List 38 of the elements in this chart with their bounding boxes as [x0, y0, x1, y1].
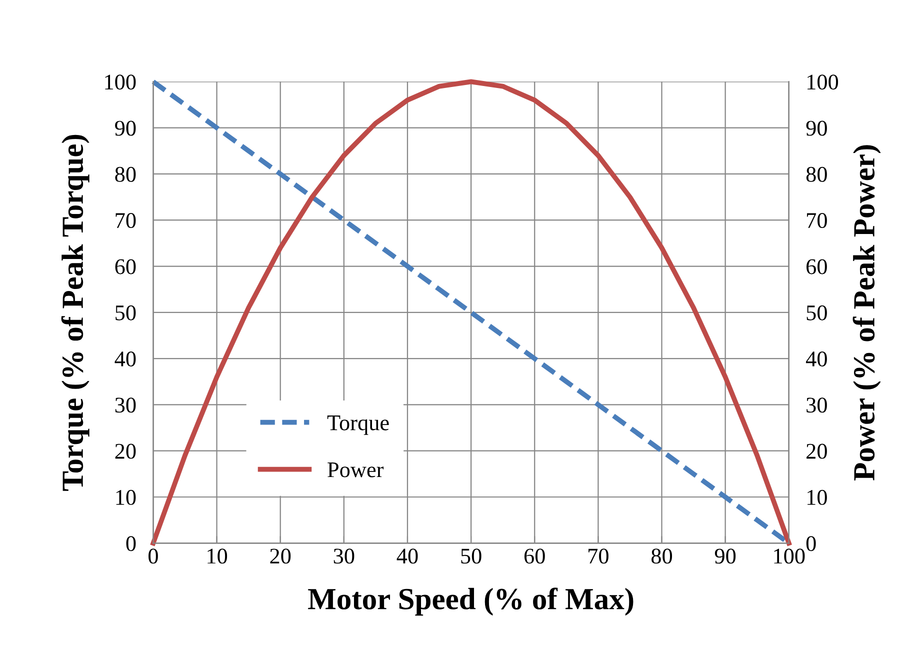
y2-tick-label: 50 — [806, 305, 827, 320]
y2-tick-label: 100 — [808, 74, 838, 90]
x-tick-label: 20 — [270, 548, 291, 564]
y2-tick-label: 90 — [806, 120, 827, 136]
x-tick-label: 10 — [208, 548, 228, 564]
y-tick-label: 90 — [115, 120, 136, 136]
y-tick-label: 100 — [105, 74, 136, 90]
y-tick-label: 0 — [126, 536, 136, 552]
legend-label: Power — [328, 462, 384, 478]
x-tick-label: 30 — [334, 548, 354, 564]
y2-tick-label: 60 — [806, 259, 827, 274]
y2-tick-label: 80 — [806, 166, 827, 182]
y2-tick-label: 10 — [808, 490, 827, 505]
y-tick-label: 70 — [116, 213, 136, 228]
y-tick-label: 50 — [116, 305, 136, 320]
legend-label: Torque — [327, 416, 389, 435]
y2-axis-title: Power (% of Peak Power) — [852, 145, 881, 480]
y-tick-label: 10 — [116, 490, 136, 505]
y-tick-label: 80 — [115, 166, 136, 182]
x-tick-label: 0 — [148, 548, 158, 564]
y-tick-label: 30 — [115, 398, 136, 413]
x-tick-label: 40 — [396, 548, 418, 564]
y2-tick-label: 0 — [806, 536, 816, 552]
y2-tick-label: 40 — [806, 351, 827, 366]
y-tick-label: 40 — [114, 351, 136, 366]
x-tick-label: 100 — [774, 548, 805, 564]
y-axis-title: Torque (% of Peak Torque) — [61, 134, 90, 491]
x-tick-label: 70 — [588, 548, 608, 564]
y2-tick-label: 70 — [807, 213, 827, 228]
x-tick-label: 80 — [651, 548, 672, 564]
y2-tick-label: 30 — [806, 398, 827, 413]
y-tick-label: 60 — [115, 259, 136, 274]
x-axis-title: Motor Speed (% of Max) — [308, 588, 634, 616]
x-tick-label: 90 — [714, 548, 736, 564]
y2-tick-label: 20 — [806, 444, 827, 459]
x-tick-label: 60 — [524, 548, 545, 564]
y-tick-label: 20 — [115, 444, 136, 459]
x-tick-label: 50 — [461, 548, 482, 564]
